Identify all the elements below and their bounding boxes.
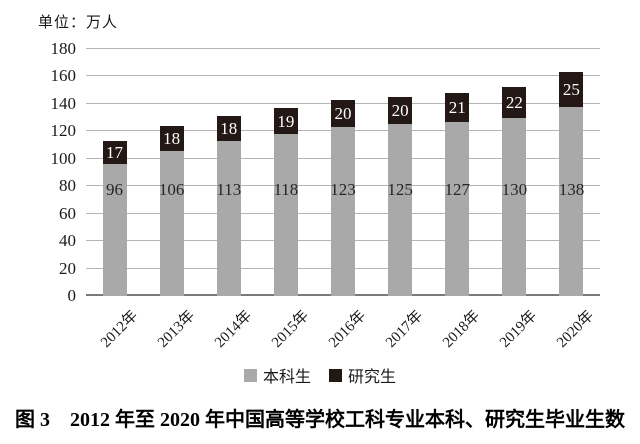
grad-value-label: 20 bbox=[391, 101, 409, 121]
grad-value-label: 21 bbox=[448, 97, 466, 117]
undergrad-segment bbox=[502, 117, 527, 296]
undergrad-value-label: 130 bbox=[501, 180, 528, 199]
gridline bbox=[86, 48, 600, 49]
grad-swatch-icon bbox=[329, 368, 342, 382]
x-tick-label: 2015年 bbox=[268, 307, 313, 351]
undergrad-segment bbox=[273, 134, 298, 296]
undergrad-value-label: 113 bbox=[216, 180, 242, 199]
y-tick-label: 120 bbox=[50, 121, 77, 141]
undergrad-segment bbox=[559, 106, 584, 296]
undergrad-segment bbox=[216, 140, 241, 296]
gridline bbox=[86, 75, 600, 77]
y-tick-label: 40 bbox=[59, 231, 76, 251]
legend-item-grad: 研究生 bbox=[329, 363, 396, 387]
grad-segment: 20 bbox=[388, 97, 413, 125]
unit-label: 单位：万人 bbox=[38, 15, 119, 31]
y-tick-label: 100 bbox=[50, 148, 77, 168]
x-tick-label: 2013年 bbox=[154, 307, 198, 351]
grad-segment: 18 bbox=[216, 116, 241, 141]
undergrad-value-label: 123 bbox=[330, 180, 356, 199]
grad-segment: 25 bbox=[559, 72, 584, 107]
y-tick-label: 140 bbox=[50, 93, 77, 113]
y-tick-label: 20 bbox=[59, 258, 76, 278]
bar-2019年: 22 bbox=[486, 49, 543, 296]
bar-2015年: 19 bbox=[257, 49, 314, 296]
x-tick-label: 2012年 bbox=[97, 307, 141, 351]
legend-label-grad: 研究生 bbox=[348, 369, 397, 386]
y-tick-label: 60 bbox=[59, 203, 76, 223]
grad-segment: 18 bbox=[159, 125, 184, 151]
grad-value-label: 18 bbox=[220, 119, 238, 139]
grad-segment: 19 bbox=[273, 108, 298, 135]
grad-value-label: 19 bbox=[277, 111, 295, 131]
bar-2014年: 18 bbox=[200, 49, 257, 296]
y-tick-label: 80 bbox=[59, 176, 76, 196]
bar-2020年: 25 bbox=[543, 49, 600, 296]
y-tick-label: 180 bbox=[50, 39, 77, 58]
undergrad-value-label: 106 bbox=[158, 180, 185, 199]
y-tick-label: 160 bbox=[50, 66, 77, 86]
undergrad-segment bbox=[330, 127, 355, 296]
x-tick-label: 2018年 bbox=[440, 307, 484, 351]
grad-value-label: 25 bbox=[562, 79, 580, 99]
bar-2017年: 20 bbox=[372, 49, 429, 296]
x-tick-label: 2016年 bbox=[325, 307, 370, 351]
x-axis: 2012年 2013年 2014年 2015年 2016年 2017年 2018年 2019年… bbox=[86, 296, 600, 356]
grad-value-label: 20 bbox=[334, 104, 352, 123]
legend: 本科生 研究生 bbox=[0, 363, 640, 387]
undergrad-value-label: 96 bbox=[106, 180, 124, 199]
x-tick-label: 2014年 bbox=[211, 307, 255, 351]
undergrad-segment bbox=[102, 164, 127, 296]
figure-caption: 图 3 2012 年至 2020 年中国高等学校工科专业本科、研究生毕业生数 bbox=[15, 409, 625, 431]
bar-2016年: 20 bbox=[314, 49, 371, 296]
plot-area: 17 18 18 19 20 20 21 22 25 96 106 113 118 123 125 127 13… bbox=[86, 48, 600, 296]
bar-2013年: 18 bbox=[143, 49, 200, 296]
undergrad-swatch-icon bbox=[243, 368, 257, 382]
x-tick-label: 2019年 bbox=[497, 307, 541, 351]
grad-value-label: 22 bbox=[505, 93, 523, 113]
x-tick-label: 2020年 bbox=[554, 307, 598, 351]
y-axis: 0 20 40 60 80 100 120 140 160 180 bbox=[0, 40, 77, 305]
grad-value-label: 17 bbox=[106, 143, 124, 163]
undergrad-segment bbox=[388, 124, 413, 296]
bar-2018年: 21 bbox=[429, 49, 486, 296]
grad-segment: 20 bbox=[330, 99, 355, 128]
legend-label-undergrad: 本科生 bbox=[262, 369, 311, 386]
undergrad-value-label: 118 bbox=[273, 180, 299, 199]
undergrad-value-label: 127 bbox=[444, 180, 470, 199]
grad-segment: 21 bbox=[445, 92, 470, 122]
undergrad-value-label: 125 bbox=[387, 180, 413, 199]
legend-item-undergrad: 本科生 bbox=[243, 363, 311, 387]
y-tick-label: 0 bbox=[67, 286, 77, 305]
bars-layer: 17 18 18 19 20 20 21 22 25 bbox=[86, 49, 600, 296]
undergrad-segment bbox=[445, 121, 470, 296]
grad-value-label: 18 bbox=[163, 128, 181, 148]
undergrad-segment bbox=[159, 150, 184, 296]
grad-segment: 17 bbox=[102, 140, 127, 165]
undergrad-value-label: 138 bbox=[558, 180, 585, 199]
grad-segment: 22 bbox=[502, 87, 527, 118]
bar-2012年: 17 bbox=[86, 49, 143, 296]
x-tick-label: 2017年 bbox=[383, 307, 427, 351]
